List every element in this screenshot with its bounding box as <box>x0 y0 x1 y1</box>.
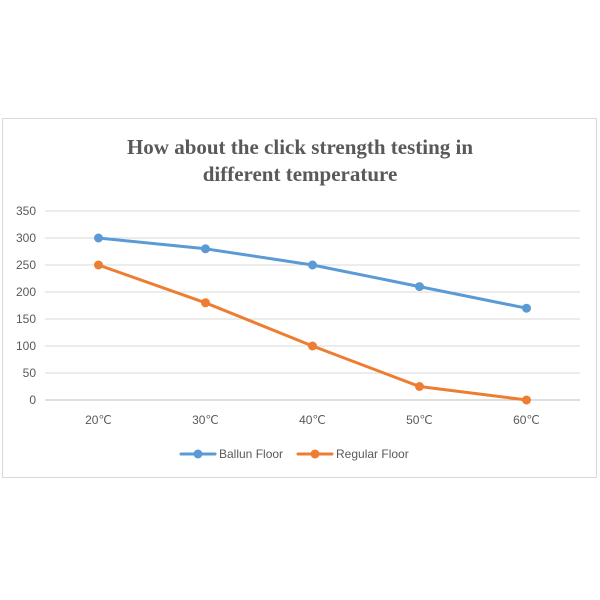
chart-frame <box>2 118 597 478</box>
chart-title: How about the click strength testing in … <box>0 134 600 188</box>
legend-label-regular-floor: Regular Floor <box>336 447 409 461</box>
data-point-regular-floor-2 <box>308 341 317 351</box>
data-point-ballun-floor-2 <box>308 260 317 270</box>
y-tick-label-150: 150 <box>16 312 36 326</box>
chart-title-line-2: different temperature <box>202 162 398 186</box>
series-line-ballun-floor <box>97 236 528 310</box>
legend-marker-regular-floor <box>310 449 320 459</box>
y-tick-label-100: 100 <box>16 339 36 353</box>
x-tick-label-0: 20℃ <box>85 413 112 427</box>
x-tick-label-2: 40℃ <box>299 413 326 427</box>
data-point-ballun-floor-0 <box>94 233 103 243</box>
data-point-regular-floor-4 <box>522 395 531 405</box>
data-point-regular-floor-3 <box>415 382 424 391</box>
legend-label-ballun-floor: Ballun Floor <box>219 447 283 461</box>
y-tick-label-0: 0 <box>29 393 36 407</box>
data-point-ballun-floor-3 <box>415 282 424 292</box>
y-tick-label-300: 300 <box>16 231 36 245</box>
series-line-regular-floor <box>97 263 528 402</box>
x-tick-label-3: 50℃ <box>406 413 433 427</box>
y-tick-label-200: 200 <box>16 285 36 299</box>
y-tick-label-350: 350 <box>16 204 36 218</box>
data-point-regular-floor-0 <box>94 260 103 270</box>
data-point-ballun-floor-4 <box>522 303 531 313</box>
y-tick-label-50: 50 <box>23 366 37 380</box>
data-point-ballun-floor-1 <box>201 244 210 254</box>
x-tick-label-4: 60℃ <box>513 413 540 427</box>
chart-title-line-1: How about the click strength testing in <box>126 135 474 159</box>
legend-marker-ballun-floor <box>193 449 203 459</box>
x-tick-label-1: 30℃ <box>192 413 219 427</box>
data-point-regular-floor-1 <box>201 298 210 308</box>
y-tick-label-250: 250 <box>16 258 36 272</box>
